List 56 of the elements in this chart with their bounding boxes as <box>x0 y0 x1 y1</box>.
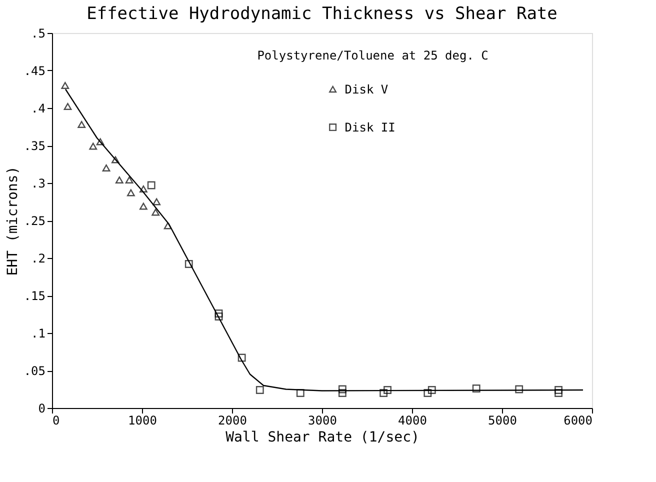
point <box>125 176 134 184</box>
x-tick-label: 0 <box>52 414 60 428</box>
point <box>115 176 124 184</box>
point <box>61 82 70 90</box>
point <box>126 189 135 196</box>
y-tick-label: .4 <box>31 102 46 116</box>
point <box>147 181 156 190</box>
x-tick-label: 2000 <box>218 414 247 428</box>
y-axis-title: EHT (microns) <box>4 166 21 276</box>
annotation: Polystyrene/Toluene at 25 deg. C <box>257 48 488 62</box>
legend-label: Disk V <box>344 82 388 96</box>
point <box>380 389 388 397</box>
point <box>102 164 110 172</box>
point <box>554 386 562 394</box>
y-tick-label: .15 <box>24 289 46 303</box>
y-tick-label: .5 <box>31 26 46 40</box>
point <box>184 260 193 268</box>
chart-title: Effective Hydrodynamic Thickness vs Shear Rate <box>86 4 558 24</box>
y-tick-label: .1 <box>31 326 46 340</box>
x-tick-label: 3000 <box>308 414 337 428</box>
point <box>296 389 304 397</box>
x-tick-label: 5000 <box>488 414 517 428</box>
y-tick-label: .35 <box>24 139 46 153</box>
x-tick-label: 4000 <box>398 414 427 428</box>
point <box>152 208 160 216</box>
point <box>515 385 524 394</box>
y-tick-label: .25 <box>24 214 46 228</box>
point <box>164 222 172 230</box>
point <box>214 312 223 320</box>
point <box>384 386 392 394</box>
point <box>89 142 98 150</box>
x-tick-label: 1000 <box>128 414 157 428</box>
point <box>64 102 72 110</box>
point <box>256 386 264 394</box>
x-axis-title: Wall Shear Rate (1/sec) <box>226 430 420 446</box>
point <box>111 156 120 164</box>
y-tick-label: .3 <box>31 176 46 190</box>
point <box>338 385 346 394</box>
point <box>238 354 246 362</box>
point <box>139 185 148 193</box>
legend-label: Disk II <box>344 120 396 134</box>
point <box>214 310 223 318</box>
y-tick-label: .05 <box>24 364 46 378</box>
point <box>424 389 432 397</box>
x-tick-label: 6000 <box>564 414 592 428</box>
point <box>152 198 161 206</box>
y-tick-label: .45 <box>24 64 46 78</box>
point <box>338 389 346 397</box>
point <box>428 386 436 394</box>
point <box>96 138 104 146</box>
y-tick-label: 0 <box>38 402 46 416</box>
y-tick-label: .2 <box>31 252 46 266</box>
point <box>554 389 562 397</box>
point <box>78 120 86 128</box>
point <box>472 384 480 392</box>
point <box>139 202 148 210</box>
